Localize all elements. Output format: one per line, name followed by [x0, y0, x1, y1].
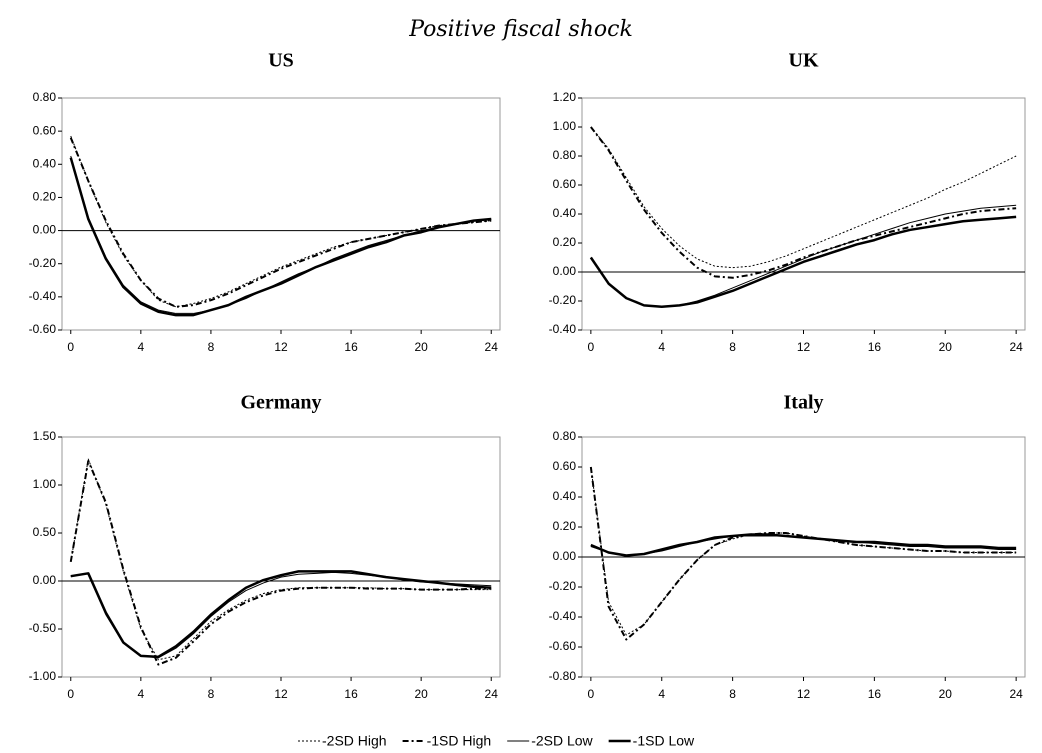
y-tick-label: -0.20 [549, 293, 577, 307]
x-tick-label: 16 [344, 687, 358, 701]
panel-title: Germany [240, 392, 321, 414]
y-tick-label: 0.50 [33, 525, 57, 539]
y-tick-label: 0.00 [553, 264, 577, 278]
legend-label: -1SD High [427, 733, 492, 749]
x-tick-label: 0 [67, 340, 74, 354]
y-tick-label: -0.60 [549, 639, 577, 653]
panel-title: UK [789, 50, 819, 72]
y-tick-label: 0.80 [553, 148, 577, 162]
series-line: -1SD Low [589, 215, 1017, 309]
x-tick-label: 12 [274, 687, 288, 701]
x-tick-label: 12 [797, 340, 811, 354]
y-tick-label: 0.60 [553, 459, 577, 473]
y-tick-label: 0.60 [33, 123, 57, 137]
series-line: -2SD High [70, 458, 492, 661]
series-line: -1SD High [69, 460, 492, 666]
series-line: -1SD High [589, 466, 1017, 641]
y-tick-label: 0.20 [33, 190, 57, 204]
y-tick-label: 1.00 [553, 119, 577, 133]
plot-frame [61, 97, 501, 331]
x-tick-label: 20 [939, 687, 953, 701]
x-tick-label: 12 [797, 687, 811, 701]
series-line: -1SD Low [590, 533, 1017, 557]
y-tick-label: 0.00 [553, 549, 577, 563]
x-tick-label: 16 [344, 340, 358, 354]
y-tick-label: 0.80 [553, 429, 577, 443]
x-tick-label: 8 [729, 340, 736, 354]
series-line: -2SD Low [70, 571, 492, 659]
x-tick-label: 4 [658, 687, 665, 701]
y-tick-label: -0.20 [549, 579, 577, 593]
y-tick-label: 0.80 [33, 90, 57, 104]
y-tick-label: 1.00 [33, 477, 57, 491]
y-tick-label: -0.20 [29, 256, 57, 270]
y-tick-label: -0.80 [549, 669, 577, 683]
x-tick-label: 8 [208, 687, 215, 701]
plot-frame [581, 97, 1026, 331]
y-tick-label: -0.40 [549, 322, 577, 336]
y-tick-label: 0.40 [553, 206, 577, 220]
series-line: -1SD Low [70, 570, 492, 659]
y-tick-label: -0.50 [29, 621, 57, 635]
x-tick-label: 16 [868, 340, 882, 354]
x-tick-label: 4 [137, 687, 144, 701]
y-tick-label: 1.20 [553, 90, 577, 104]
x-tick-label: 20 [414, 340, 428, 354]
y-tick-label: 0.00 [33, 223, 57, 237]
x-tick-label: 8 [729, 687, 736, 701]
y-tick-label: -1.00 [29, 669, 57, 683]
series-line: -2SD High [70, 135, 492, 308]
y-tick-label: 0.60 [553, 177, 577, 191]
x-tick-label: 24 [1009, 687, 1023, 701]
series-line: -1SD Low [69, 157, 492, 317]
x-tick-label: 0 [588, 687, 595, 701]
legend-label: -2SD High [322, 733, 387, 749]
series-line: -1SD High [590, 126, 1017, 279]
panel-title: Italy [784, 392, 824, 414]
y-tick-label: 0.00 [33, 573, 57, 587]
legend-label: -2SD Low [531, 733, 593, 749]
x-tick-label: 12 [274, 340, 288, 354]
y-tick-label: 0.20 [553, 235, 577, 249]
x-tick-label: 8 [208, 340, 215, 354]
x-tick-label: 16 [868, 687, 882, 701]
x-tick-label: 24 [1009, 340, 1023, 354]
series-line: -1SD High [69, 137, 492, 308]
x-tick-label: 4 [658, 340, 665, 354]
x-tick-label: 0 [67, 687, 74, 701]
x-tick-label: 4 [137, 340, 144, 354]
figure-title: Positive fiscal shock [408, 17, 633, 42]
y-tick-label: 0.40 [553, 489, 577, 503]
panel-title: US [268, 50, 294, 72]
y-tick-label: -0.40 [29, 289, 57, 303]
y-tick-label: -0.60 [29, 322, 57, 336]
x-tick-label: 20 [939, 340, 953, 354]
x-tick-label: 20 [414, 687, 428, 701]
y-tick-label: 0.40 [33, 156, 57, 170]
series-line: -2SD High [590, 126, 1017, 269]
x-tick-label: 24 [485, 687, 499, 701]
plot-frame [61, 436, 501, 678]
y-tick-label: -0.40 [549, 609, 577, 623]
y-tick-label: 1.50 [33, 429, 57, 443]
series-line: -2SD Low [70, 155, 492, 314]
legend-label: -1SD Low [633, 733, 695, 749]
y-tick-label: 0.20 [553, 519, 577, 533]
x-tick-label: 0 [588, 340, 595, 354]
x-tick-label: 24 [485, 340, 499, 354]
